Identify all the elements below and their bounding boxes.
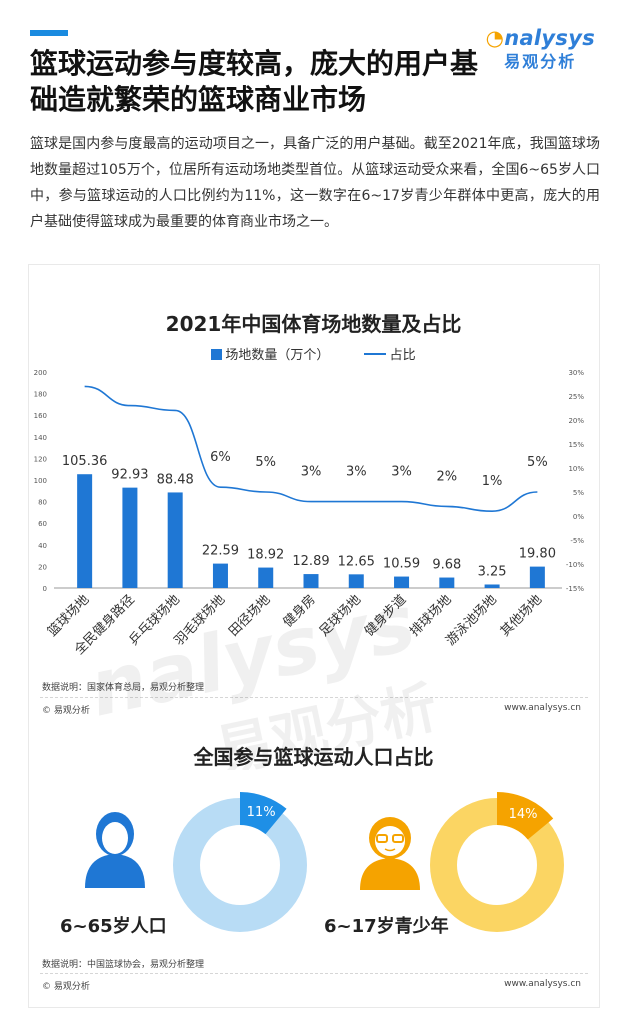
line-value-label: 2% <box>437 469 458 484</box>
donut-charts: 11% 14% <box>85 792 564 932</box>
y2-tick-label: 25% <box>568 393 584 401</box>
line-value-label: 5% <box>527 455 548 470</box>
y2-tick-label: 15% <box>568 441 584 449</box>
teen-person-icon <box>360 817 420 890</box>
line-value-label: 3% <box>391 465 412 480</box>
bar <box>529 566 545 588</box>
logo-en: ◔nalysys <box>485 26 595 50</box>
x-tick-label: 排球场地 <box>407 592 454 639</box>
y2-tick-label: 30% <box>568 369 584 377</box>
x-tick-label: 田径场地 <box>226 592 273 639</box>
line-value-label: 1% <box>482 474 503 489</box>
website-text: www.analysys.cn <box>504 703 581 713</box>
legend-bar-swatch <box>211 349 223 360</box>
y-tick-label: 40 <box>38 542 47 550</box>
y-tick-label: 180 <box>34 391 47 399</box>
y-tick-label: 160 <box>34 412 47 420</box>
bar-value-label: 10.59 <box>383 557 420 572</box>
copyright-text: © 易观分析 <box>42 706 90 716</box>
line-value-label: 3% <box>301 465 322 480</box>
bar <box>212 563 228 588</box>
chart-legend: 场地数量（万个） 占比 <box>0 344 627 363</box>
bar <box>394 576 410 588</box>
divider <box>40 697 588 698</box>
x-tick-label: 健身步道 <box>361 592 409 640</box>
y-tick-label: 60 <box>38 520 47 528</box>
logo-icon: ◔ <box>485 26 505 50</box>
bar <box>122 487 138 588</box>
pie-section-title: 全国参与篮球运动人口占比 <box>193 745 434 769</box>
bar <box>303 574 319 588</box>
y2-tick-label: 5% <box>573 489 584 497</box>
bar-value-label: 3.25 <box>478 564 507 579</box>
bar-value-label: 12.89 <box>292 554 329 569</box>
y2-tick-label: -10% <box>566 561 584 569</box>
chart2-source-note: 数据说明：中国篮球协会，易观分析整理 <box>42 960 205 970</box>
bar-value-label: 22.59 <box>202 544 239 559</box>
bar <box>258 567 274 588</box>
page-title: 篮球运动参与度较高，庞大的用户基础造就繁荣的篮球商业市场 <box>30 47 479 116</box>
website-text-2: www.analysys.cn <box>504 979 581 989</box>
legend-bar-label: 场地数量（万个） <box>225 348 330 363</box>
bar-value-label: 18.92 <box>247 548 284 563</box>
bar-value-label: 12.65 <box>338 554 375 569</box>
x-tick-label: 其他场地 <box>498 592 545 639</box>
pie1-group-label: 6~65岁人口 <box>60 916 167 937</box>
legend-line-label: 占比 <box>389 348 416 363</box>
x-tick-label: 篮球场地 <box>45 592 92 639</box>
bar-value-label: 9.68 <box>432 558 461 573</box>
y-tick-label: 80 <box>38 499 47 507</box>
divider <box>40 973 588 974</box>
y-tick-label: 120 <box>34 455 47 463</box>
y2-tick-label: -5% <box>570 537 584 545</box>
bar-value-label: 105.36 <box>62 454 108 469</box>
y2-tick-label: 20% <box>568 417 584 425</box>
y2-tick-label: 0% <box>573 513 584 521</box>
donut-value-label: 14% <box>509 807 538 822</box>
share-line <box>84 385 538 513</box>
x-tick-label: 足球场地 <box>317 592 364 639</box>
pie2-group-label: 6~17岁青少年 <box>324 916 449 937</box>
chart-title: 2021年中国体育场地数量及占比 <box>165 312 462 336</box>
bar <box>439 577 455 588</box>
y-tick-label: 0 <box>43 585 47 593</box>
donut-slice <box>240 792 287 835</box>
line-value-label: 5% <box>255 455 276 470</box>
bar-value-label: 92.93 <box>111 468 148 483</box>
bar-value-label: 19.80 <box>519 547 556 562</box>
bar-value-label: 88.48 <box>157 472 194 487</box>
title-accent-bar <box>30 30 68 36</box>
bar <box>167 492 183 588</box>
adult-person-icon <box>85 812 145 888</box>
y-tick-label: 100 <box>34 477 47 485</box>
line-value-label: 6% <box>210 450 231 465</box>
x-tick-label: 健身房 <box>280 592 319 631</box>
bar <box>348 574 364 588</box>
bar <box>484 584 500 588</box>
y-tick-label: 200 <box>34 369 47 377</box>
bar <box>77 474 93 588</box>
line-value-label: 3% <box>346 465 367 480</box>
y2-tick-label: 10% <box>568 465 584 473</box>
donut-slice <box>497 792 554 840</box>
chart1-source-note: 数据说明：国家体育总局，易观分析整理 <box>42 683 205 693</box>
logo-cn: 易观分析 <box>504 52 577 71</box>
copyright-text-2: © 易观分析 <box>42 982 90 992</box>
y2-tick-label: -15% <box>566 585 584 593</box>
analysys-logo: ◔nalysys 易观分析 <box>486 26 595 72</box>
y-tick-label: 140 <box>34 434 47 442</box>
legend-line-swatch <box>363 353 386 355</box>
donut-value-label: 11% <box>247 805 276 820</box>
intro-paragraph: 篮球是国内参与度最高的运动项目之一，具备广泛的用户基础。截至2021年底，我国篮… <box>30 136 600 230</box>
y-tick-label: 20 <box>38 563 47 571</box>
donut-remainder <box>173 798 307 932</box>
bar-line-chart: 0 20 40 60 80 100 120 140 160 180 200 -15% -10% -5% 0%… <box>34 369 585 658</box>
